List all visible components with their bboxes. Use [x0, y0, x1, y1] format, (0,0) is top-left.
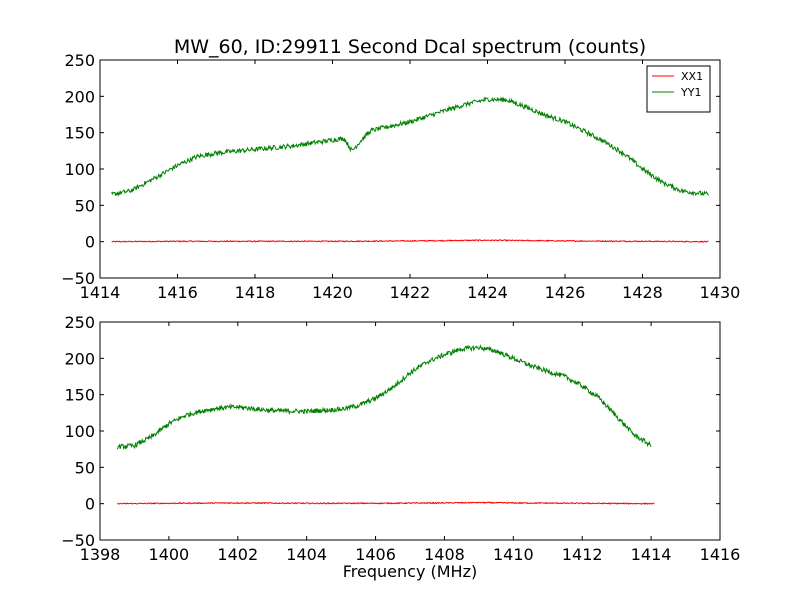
x-tick-label: 1428 [622, 283, 663, 302]
legend-box [646, 65, 711, 113]
chart-title: MW_60, ID:29911 Second Dcal spectrum (co… [174, 36, 646, 58]
y-tick-label: 0 [85, 495, 95, 514]
x-tick-label: 1430 [700, 283, 741, 302]
series-line-0-1 [111, 96, 709, 197]
y-tick-label: 50 [75, 458, 95, 477]
series-line-1-0 [117, 501, 655, 505]
legend-label: XX1 [681, 70, 703, 83]
y-tick-label: 200 [64, 87, 95, 106]
legend-label: YY1 [680, 86, 701, 99]
y-tick-label: 250 [64, 313, 95, 332]
x-tick-label: 1406 [355, 545, 396, 564]
x-tick-label: 1414 [631, 545, 672, 564]
series-line-0-0 [111, 239, 709, 243]
y-tick-label: 250 [64, 51, 95, 70]
x-tick-label: 1416 [700, 545, 741, 564]
x-tick-label: 1402 [217, 545, 258, 564]
x-tick-label: 1426 [545, 283, 586, 302]
x-tick-label: 1398 [80, 545, 121, 564]
x-tick-label: 1410 [493, 545, 534, 564]
x-tick-label: 1400 [149, 545, 190, 564]
y-tick-label: 200 [64, 349, 95, 368]
x-tick-label: 1416 [157, 283, 198, 302]
top-plot: 1414 1416 1418 1420 1422 1424 1426 1428 1430 −50 0… [61, 51, 740, 302]
x-tick-label: 1418 [235, 283, 276, 302]
x-tick-label: 1412 [562, 545, 603, 564]
y-tick-label: −50 [61, 531, 95, 550]
y-tick-label: 100 [64, 160, 95, 179]
y-tick-label: 100 [64, 422, 95, 441]
x-tick-label: 1408 [424, 545, 465, 564]
y-tick-label: −50 [61, 269, 95, 288]
y-tick-label: 150 [64, 386, 95, 405]
x-tick-label: 1422 [390, 283, 431, 302]
y-tick-label: 0 [85, 233, 95, 252]
series-line-1-1 [116, 344, 652, 451]
x-tick-label: 1424 [467, 283, 508, 302]
x-tick-label: 1414 [80, 283, 121, 302]
x-axis-label: Frequency (MHz) [343, 562, 477, 581]
y-tick-label: 50 [75, 196, 95, 215]
y-tick-label: 150 [64, 124, 95, 143]
x-tick-label: 1404 [286, 545, 327, 564]
x-tick-label: 1420 [312, 283, 353, 302]
bottom-plot: 1398 1400 1402 1404 1406 1408 1410 1412 1414 1416… [61, 313, 740, 564]
